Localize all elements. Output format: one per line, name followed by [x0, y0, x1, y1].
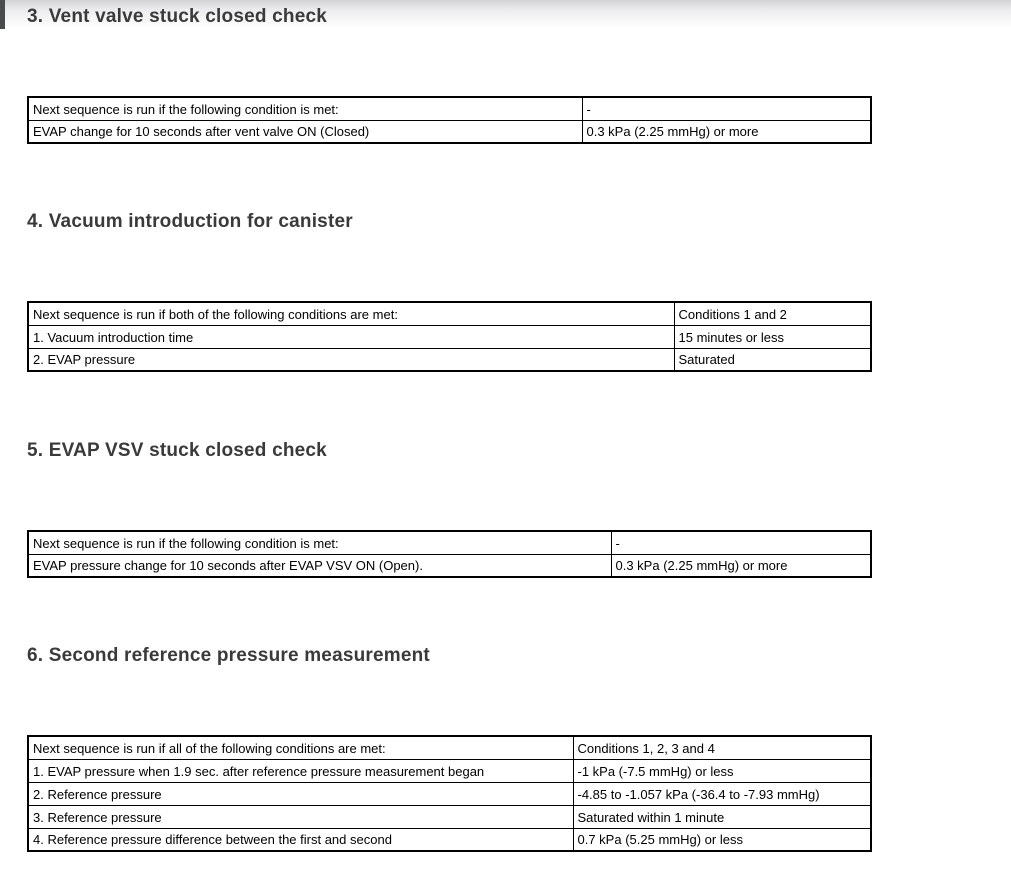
condition-cell: 3. Reference pressure	[27, 804, 574, 829]
value-cell: -	[581, 96, 872, 121]
condition-cell: Next sequence is run if all of the follo…	[27, 735, 574, 760]
section-4: 4. Vacuum introduction for canister Next …	[27, 211, 872, 372]
table-row: 1. Vacuum introduction time 15 minutes or…	[27, 324, 872, 349]
table-row: 3. Reference pressure Saturated within 1 …	[27, 804, 872, 829]
value-cell: -1 kPa (-7.5 mmHg) or less	[572, 758, 872, 783]
spec-table: Next sequence is run if all of the follo…	[27, 735, 872, 852]
spec-table: Next sequence is run if the following co…	[27, 530, 872, 578]
table-row: EVAP pressure change for 10 seconds afte…	[27, 553, 872, 578]
table-row: Next sequence is run if the following co…	[27, 530, 872, 555]
value-cell: 15 minutes or less	[673, 324, 872, 349]
value-cell: Saturated within 1 minute	[572, 804, 872, 829]
table-row: EVAP change for 10 seconds after vent va…	[27, 119, 872, 144]
condition-cell: Next sequence is run if both of the foll…	[27, 301, 675, 326]
table-row: 4. Reference pressure difference between…	[27, 827, 872, 852]
table-row: 1. EVAP pressure when 1.9 sec. after ref…	[27, 758, 872, 783]
value-cell: Conditions 1, 2, 3 and 4	[572, 735, 872, 760]
vertical-scrollbar-thumb[interactable]	[0, 0, 5, 29]
table-row: 2. Reference pressure -4.85 to -1.057 kPa…	[27, 781, 872, 806]
condition-cell: Next sequence is run if the following co…	[27, 96, 583, 121]
condition-cell: Next sequence is run if the following co…	[27, 530, 612, 555]
table-row: Next sequence is run if all of the follo…	[27, 735, 872, 760]
value-cell: -	[610, 530, 872, 555]
condition-cell: 4. Reference pressure difference between…	[27, 827, 574, 852]
spec-table: Next sequence is run if the following co…	[27, 96, 872, 144]
section-heading: 3. Vent valve stuck closed check	[27, 6, 328, 27]
table-row: Next sequence is run if the following co…	[27, 96, 872, 121]
condition-cell: 2. Reference pressure	[27, 781, 574, 806]
value-cell: Saturated	[673, 347, 872, 372]
spec-table: Next sequence is run if both of the foll…	[27, 301, 872, 372]
section-3: 3. Vent valve stuck closed check Next seq…	[27, 6, 872, 144]
condition-cell: 2. EVAP pressure	[27, 347, 675, 372]
section-5: 5. EVAP VSV stuck closed check Next seque…	[27, 440, 872, 578]
table-row: 2. EVAP pressure Saturated	[27, 347, 872, 372]
section-heading: 5. EVAP VSV stuck closed check	[27, 440, 327, 461]
condition-cell: EVAP change for 10 seconds after vent va…	[27, 119, 583, 144]
condition-cell: 1. Vacuum introduction time	[27, 324, 675, 349]
section-heading: 6. Second reference pressure measurement	[27, 645, 430, 666]
value-cell: 0.3 kPa (2.25 mmHg) or more	[581, 119, 872, 144]
value-cell: 0.7 kPa (5.25 mmHg) or less	[572, 827, 872, 852]
value-cell: Conditions 1 and 2	[673, 301, 872, 326]
value-cell: -4.85 to -1.057 kPa (-36.4 to -7.93 mmHg…	[572, 781, 872, 806]
condition-cell: 1. EVAP pressure when 1.9 sec. after ref…	[27, 758, 574, 783]
section-6: 6. Second reference pressure measurement…	[27, 645, 872, 852]
value-cell: 0.3 kPa (2.25 mmHg) or more	[610, 553, 872, 578]
section-heading: 4. Vacuum introduction for canister	[27, 211, 353, 232]
condition-cell: EVAP pressure change for 10 seconds afte…	[27, 553, 612, 578]
table-row: Next sequence is run if both of the foll…	[27, 301, 872, 326]
